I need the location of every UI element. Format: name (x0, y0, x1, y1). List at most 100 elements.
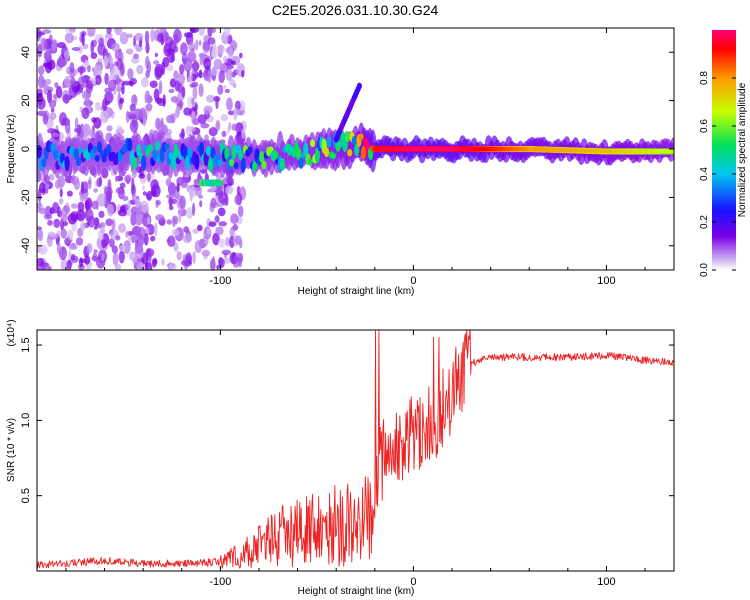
ridge-core (398, 147, 401, 151)
ridge-core (554, 147, 557, 152)
noise-speckle (69, 62, 75, 74)
noise-speckle (220, 114, 228, 122)
noise-speckle (75, 237, 84, 246)
ridge-core (388, 147, 391, 151)
y-tick-label: 20 (20, 94, 32, 106)
noise-speckle (114, 175, 119, 182)
noise-speckle (176, 182, 180, 192)
ridge-cell (101, 154, 107, 163)
noise-speckle (122, 80, 132, 86)
noise-speckle (171, 198, 177, 205)
ridge-core (452, 147, 455, 151)
noise-speckle (157, 33, 164, 43)
noise-speckle (193, 59, 199, 73)
ridge-cell (330, 152, 337, 160)
x-tick-label: 0 (410, 576, 416, 588)
noise-speckle (171, 229, 180, 237)
noise-speckle (101, 167, 109, 179)
noise-speckle (146, 60, 152, 74)
noise-speckle (114, 61, 119, 67)
noise-speckle (38, 207, 47, 215)
ridge-core (525, 147, 528, 151)
ridge-cell (314, 147, 320, 164)
ridge-core (382, 147, 385, 151)
ridge-core (567, 148, 570, 153)
ridge-cell (361, 145, 367, 160)
noise-speckle (188, 71, 193, 84)
noise-speckle (225, 176, 234, 184)
noise-speckle (197, 114, 207, 125)
colorbar-gradient (712, 30, 736, 270)
noise-speckle (207, 37, 215, 45)
ridge-cell (344, 131, 350, 143)
noise-speckle (161, 258, 165, 266)
noise-speckle (192, 251, 196, 264)
ridge-cell (154, 140, 161, 151)
y-tick-label: -40 (20, 238, 32, 254)
noise-speckle (217, 44, 225, 54)
ridge-cell (41, 158, 47, 168)
ridge-core (610, 149, 613, 154)
noise-speckle (100, 225, 105, 235)
noise-speckle (37, 226, 43, 231)
ridge-cell (296, 147, 302, 161)
ridge-core (639, 149, 642, 154)
ridge-core (656, 149, 659, 154)
ridge-core (571, 148, 574, 153)
noise-speckle (217, 84, 224, 95)
noise-speckle (64, 120, 71, 134)
spectrogram-heatmap (37, 28, 674, 270)
noise-speckle (138, 107, 147, 119)
noise-speckle (145, 42, 150, 54)
noise-speckle (156, 120, 165, 134)
ridge-core (519, 147, 522, 151)
noise-speckle (83, 123, 91, 136)
ridge-core (473, 147, 476, 151)
ridge-cell (205, 145, 211, 156)
noise-speckle (103, 55, 109, 67)
noise-speckle (39, 182, 46, 194)
ridge-core (421, 147, 424, 151)
noise-speckle (93, 249, 98, 254)
ridge-core (446, 147, 449, 151)
noise-speckle (126, 33, 133, 38)
ridge-core (403, 147, 406, 151)
noise-speckle (65, 28, 70, 34)
ridge-core (633, 149, 636, 154)
noise-speckle (61, 214, 69, 222)
noise-speckle (49, 173, 55, 181)
ridge-cell (261, 160, 267, 170)
noise-speckle (68, 28, 76, 33)
ridge-core (573, 148, 576, 153)
noise-speckle (128, 80, 134, 87)
noise-speckle (218, 221, 227, 227)
noise-speckle (129, 119, 139, 133)
noise-speckle (104, 72, 109, 85)
ridge-cell (347, 149, 353, 157)
ridge-core (618, 149, 621, 154)
noise-speckle (116, 74, 120, 87)
noise-speckle (87, 28, 96, 37)
noise-speckle (64, 205, 71, 214)
ridge-core (374, 147, 377, 151)
ridge-core (658, 149, 661, 154)
ridge-cell (231, 144, 237, 160)
ridge-core (508, 147, 511, 151)
noise-speckle (88, 176, 92, 190)
noise-speckle (90, 40, 95, 54)
noise-speckle (153, 60, 160, 66)
ridge-cell (94, 154, 100, 162)
ridge-cell (198, 142, 205, 157)
noise-speckle (179, 64, 185, 75)
noise-speckle (63, 49, 70, 60)
noise-speckle (119, 32, 129, 45)
ridge-core (440, 147, 443, 151)
noise-speckle (166, 194, 175, 199)
ridge-core (411, 147, 414, 151)
ridge-cell (217, 159, 223, 167)
noise-speckle (144, 30, 150, 45)
noise-speckle (38, 244, 48, 256)
noise-speckle (180, 259, 189, 266)
colorbar-tick-label: 0.4 (699, 167, 710, 181)
ridge-core (587, 148, 590, 153)
